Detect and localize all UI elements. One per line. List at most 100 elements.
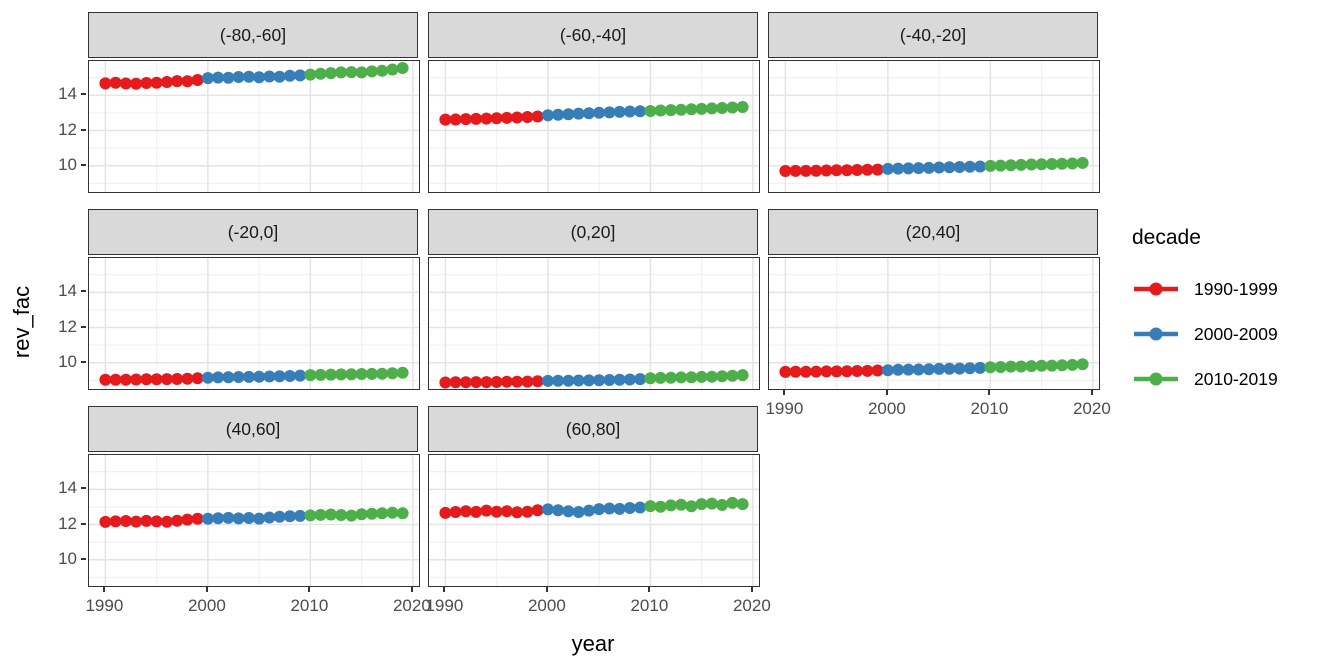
data-point <box>881 364 894 377</box>
facet-label: (-60,-40] <box>559 24 627 45</box>
x-axis-title: year <box>571 631 615 656</box>
facet-panel <box>88 60 420 193</box>
data-point <box>191 74 204 86</box>
data-point <box>789 164 802 177</box>
data-point <box>613 373 626 386</box>
data-point <box>912 363 925 376</box>
data-point <box>160 373 173 386</box>
data-point <box>304 369 317 382</box>
data-point <box>253 512 266 525</box>
data-point <box>386 506 399 519</box>
x-tick-label: 2000 <box>867 399 906 418</box>
data-point <box>181 513 194 526</box>
data-point <box>273 370 286 383</box>
data-point <box>1035 158 1048 171</box>
x-tick-label: 2010 <box>970 399 1009 418</box>
data-point <box>511 111 524 124</box>
data-point <box>191 372 204 385</box>
data-point <box>396 507 409 520</box>
data-point <box>593 374 606 387</box>
data-point <box>593 106 606 119</box>
data-point <box>892 162 905 175</box>
data-point <box>943 362 956 375</box>
facet-strip: (40,60] <box>88 406 418 452</box>
data-point <box>386 367 399 380</box>
data-point <box>150 373 163 386</box>
data-point <box>449 376 462 389</box>
data-point <box>160 76 173 88</box>
data-point <box>130 77 143 90</box>
data-point <box>521 111 534 123</box>
data-point <box>716 102 729 114</box>
data-point <box>664 499 677 512</box>
data-point <box>695 102 708 115</box>
x-tick-label: 2010 <box>290 596 329 615</box>
data-point <box>902 162 915 175</box>
x-tick-mark <box>783 390 786 395</box>
data-point <box>365 367 378 380</box>
facet-strip: (-40,-20] <box>768 12 1098 58</box>
data-point <box>933 362 946 375</box>
x-tick-label: 1990 <box>765 399 804 418</box>
legend: decade 1990-1999 2000-2009 2010-2019 <box>1132 226 1342 412</box>
data-point <box>1056 359 1069 372</box>
data-point <box>861 364 874 377</box>
data-point <box>953 362 966 375</box>
data-point <box>439 113 452 126</box>
x-tick-label: 2000 <box>187 596 226 615</box>
facet-strip: (-20,0] <box>88 209 418 255</box>
facet-panel <box>88 257 420 390</box>
legend-item: 2010-2019 <box>1132 367 1342 391</box>
y-tick-mark <box>81 360 86 363</box>
data-point <box>644 372 657 385</box>
data-point <box>1004 159 1017 172</box>
data-point <box>150 515 163 528</box>
legend-label: 1990-1999 <box>1194 278 1278 299</box>
facet-strip: (-60,-40] <box>428 12 758 58</box>
data-point <box>140 77 153 89</box>
data-point <box>695 498 708 511</box>
data-point <box>314 368 327 381</box>
data-point <box>623 502 636 514</box>
data-point <box>871 163 884 176</box>
x-tick-mark <box>410 587 413 592</box>
data-point <box>541 503 554 516</box>
y-tick-label: 12 <box>58 316 77 336</box>
data-point <box>232 71 245 83</box>
data-point <box>902 363 915 376</box>
data-point <box>232 371 245 383</box>
y-tick-mark <box>81 557 86 560</box>
data-point <box>160 515 173 528</box>
data-point <box>705 497 718 510</box>
data-point <box>521 375 534 388</box>
data-point <box>263 511 276 524</box>
data-point <box>963 362 976 375</box>
y-tick-mark <box>81 522 86 525</box>
data-point <box>222 511 235 524</box>
data-point <box>345 509 358 522</box>
data-point <box>242 512 255 524</box>
data-point <box>212 371 225 384</box>
data-point <box>355 66 368 79</box>
data-point <box>572 374 585 387</box>
data-point <box>273 510 286 523</box>
data-point <box>851 365 864 377</box>
data-point <box>912 162 925 175</box>
data-point <box>150 76 163 89</box>
data-point <box>449 113 462 126</box>
data-point <box>552 374 565 387</box>
y-tick-label: 10 <box>58 351 77 371</box>
data-point <box>500 375 513 388</box>
data-point <box>685 371 698 384</box>
data-point <box>314 67 327 80</box>
data-point <box>500 505 513 518</box>
data-point <box>490 505 503 518</box>
data-point <box>562 374 575 387</box>
facet-panel <box>88 454 420 587</box>
data-point <box>810 365 823 378</box>
data-point <box>933 161 946 174</box>
data-point <box>1045 359 1058 372</box>
data-point <box>943 161 956 174</box>
data-point <box>541 374 554 387</box>
y-tick-label: 10 <box>58 154 77 174</box>
